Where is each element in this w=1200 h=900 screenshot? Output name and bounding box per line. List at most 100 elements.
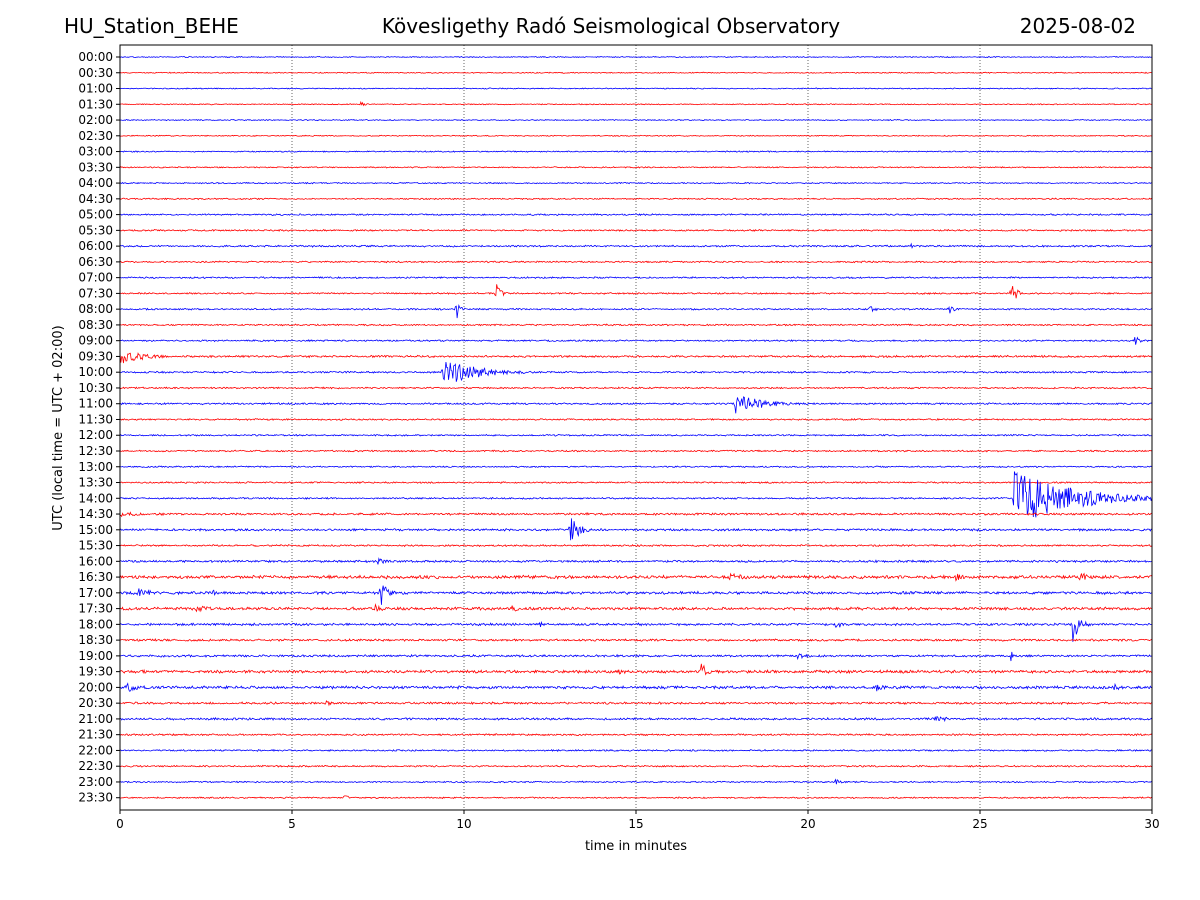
y-tick-label: 03:00 [78, 145, 113, 159]
trace-0600 [119, 242, 1153, 249]
y-tick-label: 11:00 [78, 397, 113, 411]
y-tick-label: 08:30 [78, 318, 113, 332]
y-tick-label: 10:00 [78, 365, 113, 379]
chart-date: 2025-08-02 [1019, 14, 1136, 38]
trace-0000 [119, 55, 1153, 59]
trace-0430 [119, 197, 1153, 201]
y-tick-label: 17:00 [78, 586, 113, 600]
station-name: HU_Station_BEHE [64, 14, 239, 38]
y-tick-label: 07:30 [78, 286, 113, 300]
trace-2000 [119, 682, 1153, 692]
y-tick-label: 04:00 [78, 176, 113, 190]
trace-0030 [119, 71, 1153, 74]
trace-0330 [119, 166, 1153, 169]
trace-0230 [119, 134, 1153, 137]
trace-1330 [119, 481, 1153, 485]
trace-0130 [119, 100, 1153, 107]
x-tick-label: 10 [456, 817, 471, 831]
y-tick-label: 13:30 [78, 476, 113, 490]
grid [291, 45, 981, 810]
trace-1800 [119, 620, 1153, 642]
trace-1830 [119, 638, 1153, 643]
y-tick-label: 08:00 [78, 302, 113, 316]
y-tick-label: 17:30 [78, 602, 113, 616]
y-tick-label: 16:00 [78, 554, 113, 568]
trace-2100 [119, 715, 1153, 723]
x-tick-label: 5 [288, 817, 296, 831]
y-tick-label: 13:00 [78, 460, 113, 474]
y-tick-label: 00:00 [78, 50, 113, 64]
trace-0100 [119, 87, 1153, 90]
y-tick-label: 05:00 [78, 208, 113, 222]
x-tick-label: 20 [800, 817, 815, 831]
trace-1600 [119, 557, 1153, 565]
trace-0900 [119, 336, 1153, 345]
chart-title: Kövesligethy Radó Seismological Observat… [381, 14, 841, 38]
y-tick-label: 04:30 [78, 192, 113, 206]
y-tick-label: 09:30 [78, 349, 113, 363]
trace-1530 [119, 543, 1153, 548]
trace-0530 [119, 228, 1153, 232]
y-tick-label: 10:30 [78, 381, 113, 395]
y-tick-label: 14:30 [78, 507, 113, 521]
y-tick-label: 19:00 [78, 649, 113, 663]
y-tick-label: 12:30 [78, 444, 113, 458]
y-tick-label: 03:30 [78, 160, 113, 174]
y-tick-label: 22:00 [78, 743, 113, 757]
trace-2200 [119, 748, 1153, 753]
trace-2330 [119, 795, 1153, 800]
trace-0500 [119, 213, 1153, 217]
x-tick-label: 25 [972, 817, 987, 831]
y-tick-label: 16:30 [78, 570, 113, 584]
y-tick-label: 11:30 [78, 412, 113, 426]
trace-1730 [119, 603, 1153, 613]
trace-1930 [119, 663, 1153, 676]
y-tick-label: 05:30 [78, 223, 113, 237]
trace-2230 [119, 764, 1153, 768]
trace-1230 [119, 449, 1153, 453]
trace-1000 [119, 361, 1153, 382]
y-tick-label: 14:00 [78, 491, 113, 505]
trace-0730 [119, 284, 1153, 299]
y-tick-label: 06:30 [78, 255, 113, 269]
y-tick-label: 15:30 [78, 539, 113, 553]
trace-2030 [119, 700, 1153, 707]
traces [119, 55, 1153, 800]
y-tick-label: 22:30 [78, 759, 113, 773]
y-tick-label: 15:00 [78, 523, 113, 537]
y-tick-label: 09:00 [78, 334, 113, 348]
x-tick-label: 30 [1144, 817, 1159, 831]
trace-1200 [119, 433, 1153, 437]
trace-1630 [119, 572, 1153, 582]
y-tick-label: 01:00 [78, 82, 113, 96]
y-axis-label: UTC (local time = UTC + 02:00) [51, 325, 66, 530]
y-tick-label: 07:00 [78, 271, 113, 285]
trace-2130 [119, 732, 1153, 737]
y-tick-label: 23:00 [78, 775, 113, 789]
x-axis: 0 5 10 15 20 25 30 [116, 810, 1160, 831]
y-tick-label: 20:30 [78, 696, 113, 710]
trace-1900 [119, 651, 1153, 662]
trace-1030 [119, 386, 1153, 390]
trace-1300 [119, 465, 1153, 469]
trace-1500 [119, 518, 1153, 541]
y-tick-label: 20:00 [78, 680, 113, 694]
y-tick-label: 00:30 [78, 66, 113, 80]
trace-0300 [119, 150, 1153, 153]
x-tick-label: 15 [628, 817, 643, 831]
y-tick-label: 18:30 [78, 633, 113, 647]
trace-1400 [119, 471, 1153, 518]
trace-1130 [119, 417, 1153, 422]
trace-0930 [119, 352, 1153, 364]
y-tick-label: 23:30 [78, 791, 113, 805]
x-axis-label: time in minutes [585, 839, 687, 854]
y-tick-label: 21:30 [78, 728, 113, 742]
y-tick-label: 21:00 [78, 712, 113, 726]
y-tick-label: 02:00 [78, 113, 113, 127]
y-tick-label: 06:00 [78, 239, 113, 253]
trace-0830 [119, 323, 1153, 327]
trace-1100 [119, 396, 1153, 414]
trace-0200 [119, 118, 1153, 122]
